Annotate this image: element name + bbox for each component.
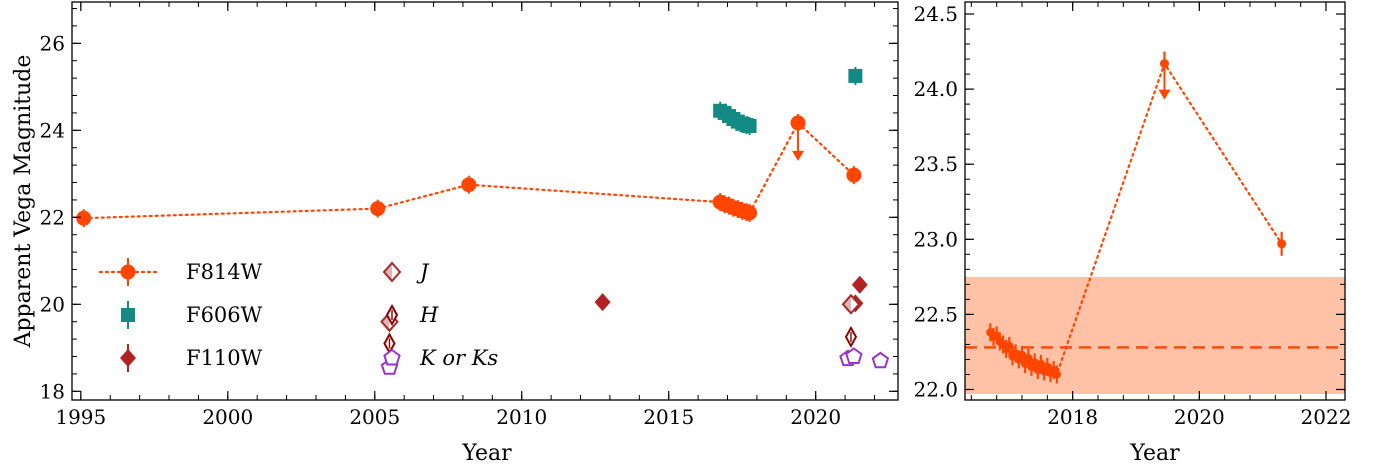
right-upper-limit-arrow — [1158, 63, 1171, 100]
right-f814w-point — [1005, 341, 1014, 351]
left-f110w-point — [594, 293, 611, 312]
left-f110w-point — [851, 275, 868, 294]
left-y-tick-label: 26 — [40, 31, 65, 55]
left-f814w-point — [461, 177, 477, 193]
right-y-tick-label: 24.5 — [913, 2, 958, 26]
left-series-f814w — [76, 113, 862, 228]
right-x-tick-label: 2020 — [1174, 405, 1225, 429]
legend: F814W F606W F110W JH K or Ks — [98, 258, 498, 372]
left-f606w-point — [848, 68, 863, 83]
right-series-f814w — [986, 51, 1287, 384]
right-plot-frame — [964, 1, 1346, 401]
left-series-h — [383, 325, 858, 355]
right-f814w-point — [1024, 353, 1033, 363]
legend-marker-f110w — [120, 349, 136, 367]
left-k-point — [871, 351, 890, 369]
right-y-tick-label: 23.0 — [913, 227, 958, 251]
right-f814w-point — [1036, 359, 1046, 369]
right-f814w-point — [1052, 370, 1061, 379]
left-h-point — [844, 325, 858, 348]
left-plot-frame — [71, 1, 899, 401]
left-series-f606w — [713, 66, 863, 135]
right-ticks: 2018 2020 2022 22.0 22.5 23.0 23.5 24.0 24.5 — [913, 2, 1351, 429]
legend-label-f606w: F606W — [186, 303, 263, 327]
left-y-axis-title: Apparent Vega Magnitude — [11, 55, 36, 349]
legend-marker-f814w — [120, 264, 136, 280]
left-x-tick-label: 2020 — [790, 405, 841, 429]
legend-label-j: J — [416, 260, 430, 284]
left-y-tick-label: 22 — [40, 205, 65, 229]
legend-marker-k — [383, 348, 401, 366]
left-x-tick-label: 2005 — [349, 405, 400, 429]
right-x-axis-title: Year — [1129, 441, 1180, 466]
left-f814w-point — [790, 115, 806, 131]
left-x-tick-label: 2010 — [496, 405, 547, 429]
right-x-tick-label: 2022 — [1301, 405, 1352, 429]
confidence-band — [965, 276, 1345, 394]
left-f814w-point — [370, 201, 386, 217]
left-panel: 1995 2000 2005 2010 2015 2020 18 20 22 24 26 Appar… — [11, 1, 899, 466]
right-f814w-point — [1277, 239, 1287, 249]
legend-marker-j — [382, 261, 402, 283]
legend-item-f814w: F814W — [98, 258, 263, 286]
right-f814w-point — [1017, 350, 1027, 360]
left-y-tick-label: 18 — [40, 379, 65, 403]
legend-label-f814w: F814W — [186, 260, 263, 284]
left-f814w-point — [742, 205, 758, 221]
legend-label-k: K or Ks — [419, 346, 498, 370]
legend-marker-h — [385, 303, 399, 327]
legend-label-f110w: F110W — [186, 346, 263, 370]
left-ticks: 1995 2000 2005 2010 2015 2020 18 20 22 24 26 — [40, 2, 898, 429]
left-x-axis-title: Year — [461, 441, 512, 466]
right-y-tick-label: 22.5 — [913, 302, 958, 326]
right-y-tick-label: 22.0 — [913, 377, 958, 401]
right-x-tick-label: 2018 — [1047, 405, 1098, 429]
left-y-tick-label: 20 — [40, 292, 65, 316]
right-y-tick-label: 23.5 — [913, 152, 958, 176]
legend-item-f606w: F606W — [121, 301, 263, 329]
left-x-tick-label: 1995 — [55, 405, 106, 429]
legend-item-j: J — [382, 260, 430, 284]
left-series-j — [380, 293, 861, 333]
left-f814w-point — [846, 167, 862, 183]
right-f814w-point — [1030, 358, 1039, 367]
legend-item-k: K or Ks — [383, 346, 498, 370]
left-j-point — [841, 293, 861, 315]
left-upper-limit-arrow — [792, 122, 805, 161]
left-f606w-point — [742, 118, 757, 133]
left-y-tick-label: 24 — [40, 118, 65, 142]
left-data-layer — [76, 66, 890, 375]
left-f814w-point — [76, 210, 92, 226]
left-series-f110w — [594, 275, 868, 313]
right-y-tick-label: 24.0 — [913, 77, 958, 101]
right-data-layer — [965, 51, 1345, 394]
left-x-tick-label: 2015 — [643, 405, 694, 429]
left-k-point — [845, 347, 863, 364]
legend-label-h: H — [419, 303, 439, 327]
legend-marker-f606w — [121, 308, 135, 322]
right-panel: 2018 2020 2022 22.0 22.5 23.0 23.5 24.0 24.5 Yea… — [913, 1, 1351, 466]
legend-item-h: H — [385, 303, 439, 327]
legend-item-f110w: F110W — [120, 344, 263, 372]
left-x-tick-label: 2000 — [202, 405, 253, 429]
